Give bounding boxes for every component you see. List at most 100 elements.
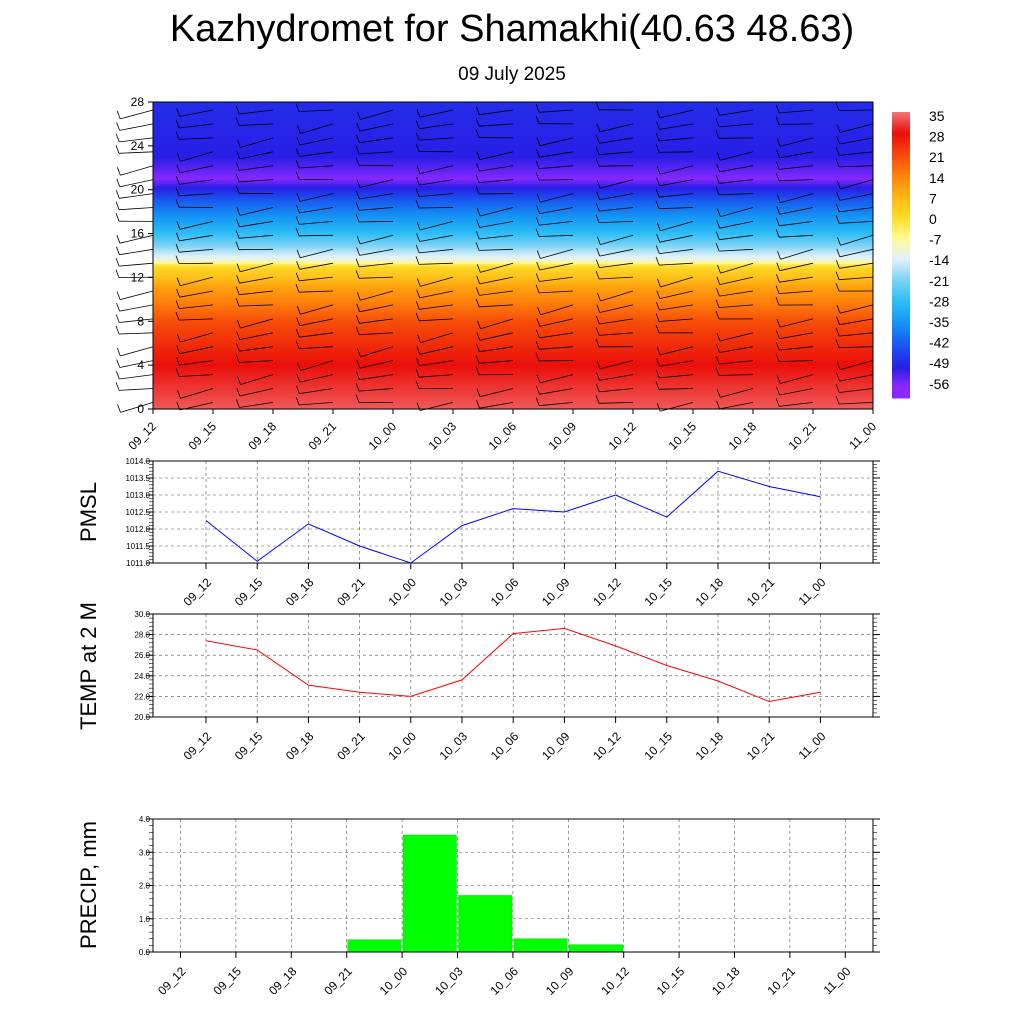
colorbar-band [892, 204, 910, 208]
heatmap-band [153, 310, 873, 314]
colorbar-band [892, 369, 910, 373]
heatmap-band [153, 245, 873, 248]
wind-barb-flag [355, 394, 360, 403]
wind-barb [720, 388, 754, 398]
wind-barb-flag [296, 385, 300, 394]
precip-bar [347, 939, 402, 953]
wind-barb-flag [535, 171, 540, 181]
wind-barb-flag [356, 371, 360, 380]
colorbar-label: 14 [929, 170, 945, 186]
wind-barb [840, 179, 874, 190]
wind-barb-flag [115, 190, 120, 199]
heatmap-band [153, 396, 873, 400]
wind-barb-flag [715, 310, 720, 320]
wind-barb-flag [236, 275, 240, 284]
colorbar-band [892, 259, 910, 263]
wind-barb-flag [416, 165, 421, 174]
wind-barb [479, 207, 514, 217]
wind-barb-flag [595, 101, 600, 110]
wind-barb-flag [176, 221, 181, 230]
heatmap-band [153, 374, 873, 377]
wind-barb-flag [295, 272, 300, 281]
heatmap-band [153, 124, 873, 128]
wind-barb-flag [836, 180, 841, 190]
wind-barb-flag [116, 235, 121, 244]
heatmap-band [153, 200, 873, 203]
wind-barb-flag [536, 386, 540, 395]
colorbar-label: -35 [929, 314, 949, 330]
wind-barb [118, 332, 154, 335]
heatmap-band [153, 138, 873, 142]
heatmap-band [153, 136, 873, 140]
wind-barb [839, 221, 874, 224]
wind-barb [659, 165, 694, 175]
heatmap-band [153, 198, 873, 201]
heatmap-band [153, 155, 873, 158]
wind-barb [239, 151, 274, 160]
wind-barb [659, 262, 694, 266]
wind-barb [299, 332, 334, 338]
wind-barb [359, 374, 394, 381]
heatmap-band [153, 171, 873, 175]
wind-barb [420, 332, 454, 344]
wind-barb [479, 221, 514, 228]
colorbar-band [892, 371, 910, 375]
wind-barb-flag [775, 398, 780, 407]
temp-frame [152, 613, 874, 718]
wind-barb [539, 346, 574, 350]
wind-barb [599, 262, 634, 268]
wind-barb-flag [717, 264, 721, 274]
heatmap-band [153, 366, 873, 369]
wind-barb [599, 332, 634, 336]
colorbar-band [892, 147, 910, 151]
heatmap-band [153, 144, 873, 148]
wind-barb-flag [715, 231, 720, 240]
wind-barb-flag [476, 400, 480, 409]
colorbar-band [892, 212, 910, 215]
heatmap-band [153, 108, 873, 111]
wind-barb [239, 402, 274, 408]
wind-barb-flag [835, 215, 840, 224]
x-tick-label: 10_00 [366, 419, 400, 453]
heatmap-band [153, 167, 873, 171]
heatmap-band [153, 386, 873, 390]
wind-barb-flag [116, 246, 120, 255]
heatmap-band [153, 185, 873, 189]
colorbar-band [892, 390, 910, 394]
colorbar-band [892, 252, 910, 256]
wind-barb-flag [356, 235, 361, 245]
wind-barb-flag [776, 149, 780, 159]
colorbar-band [892, 159, 910, 163]
wind-barb [779, 234, 814, 238]
wind-barb [419, 179, 454, 186]
wind-barb-flag [835, 384, 840, 393]
wind-barb-flag [175, 244, 180, 253]
wind-barb-flag [835, 327, 840, 337]
wind-barb [299, 207, 334, 214]
wind-barb-flag [535, 104, 540, 113]
heatmap-band [153, 384, 873, 388]
wind-barb-flag [176, 345, 181, 354]
wind-barb [479, 388, 514, 398]
heatmap-band [153, 355, 873, 359]
heatmap-band [153, 216, 873, 220]
heatmap-band [153, 187, 873, 191]
wind-barb-flag [176, 164, 181, 174]
wind-barb-flag [355, 315, 360, 324]
colorbar-band [892, 331, 910, 335]
temp-x-tick-label: 10_03 [437, 729, 471, 763]
colorbar-band [892, 138, 910, 142]
wind-barb [358, 221, 394, 223]
wind-barb [179, 276, 214, 287]
colorbar-band [892, 340, 910, 344]
chart-subtitle: 09 July 2025 [458, 64, 566, 85]
colorbar-band [892, 243, 910, 246]
wind-barb-flag [475, 129, 480, 138]
wind-barb [779, 290, 814, 294]
colorbar-label: -49 [929, 355, 949, 371]
x-tick-label: 10_21 [786, 419, 820, 453]
wind-barb [119, 207, 154, 211]
colorbar-band [892, 281, 910, 285]
wind-barb [119, 374, 154, 380]
